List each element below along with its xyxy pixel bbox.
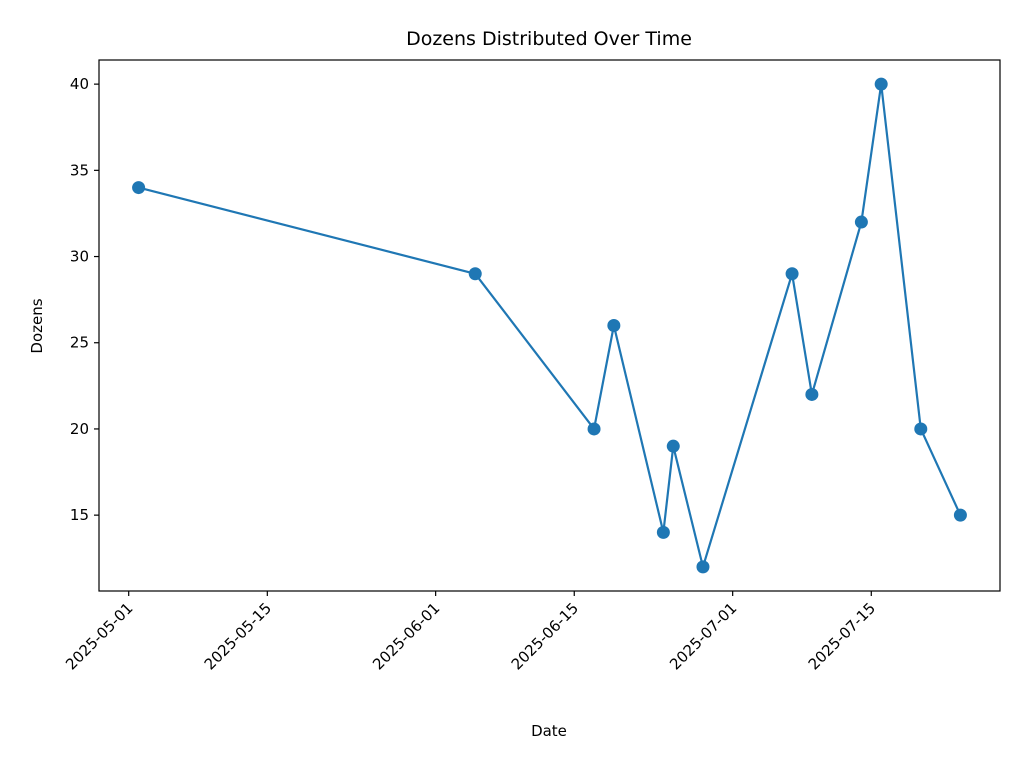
- y-tick-label: 15: [70, 506, 89, 524]
- y-tick-label: 35: [70, 161, 89, 179]
- data-point: [854, 215, 868, 229]
- y-tick-label: 25: [70, 334, 89, 352]
- x-tick-label: 2025-06-01: [369, 599, 443, 673]
- x-tick-label: 2025-07-15: [805, 599, 879, 673]
- series-line: [138, 83, 962, 568]
- x-tick-label: 2025-05-15: [201, 599, 275, 673]
- data-point: [953, 508, 967, 522]
- data-point: [656, 525, 670, 539]
- data-point: [914, 422, 928, 436]
- y-axis-label: Dozens: [28, 298, 46, 353]
- data-point: [696, 560, 710, 574]
- data-point: [874, 77, 888, 91]
- x-tick-label: 2025-07-01: [666, 599, 740, 673]
- data-point: [468, 267, 482, 281]
- chart-title: Dozens Distributed Over Time: [406, 28, 692, 50]
- data-point: [587, 422, 601, 436]
- x-axis-label: Date: [531, 722, 567, 740]
- plot-frame: [98, 59, 1001, 592]
- x-tick-label: 2025-05-01: [62, 599, 136, 673]
- y-tick-label: 20: [70, 420, 89, 438]
- y-tick-label: 40: [70, 75, 89, 93]
- plot-area: [132, 77, 967, 574]
- data-point: [785, 267, 799, 281]
- x-tick-label: 2025-06-15: [508, 599, 582, 673]
- data-point: [607, 319, 621, 332]
- data-point: [805, 387, 819, 401]
- data-point: [132, 181, 146, 195]
- y-tick-label: 30: [70, 248, 89, 266]
- data-point: [666, 439, 680, 453]
